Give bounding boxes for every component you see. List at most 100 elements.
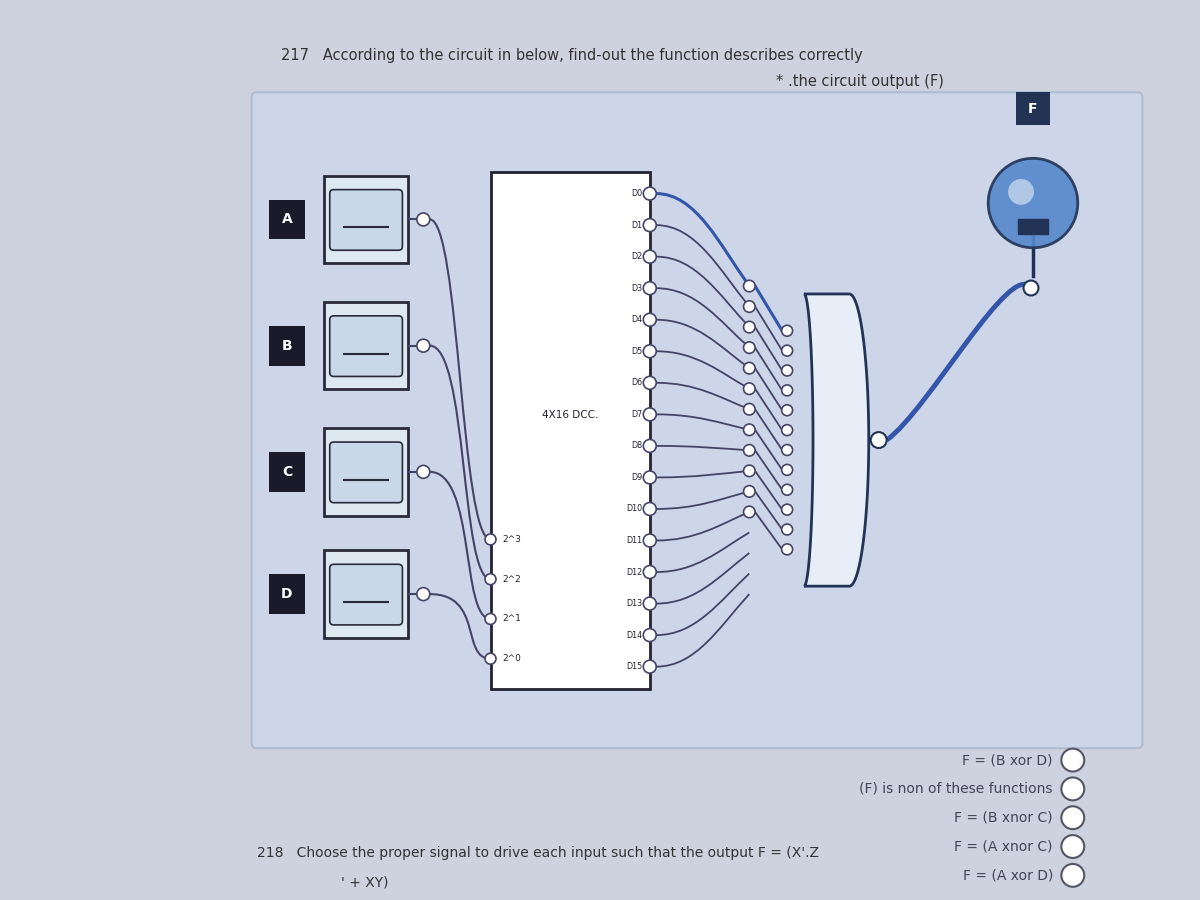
Circle shape [643,565,656,579]
Text: D5: D5 [631,346,643,356]
Circle shape [744,280,755,292]
Text: 2^2: 2^2 [503,575,521,584]
Circle shape [485,614,496,625]
FancyBboxPatch shape [269,200,305,239]
Circle shape [781,346,793,356]
Circle shape [744,465,755,477]
Text: ' + XY): ' + XY) [341,876,389,889]
FancyBboxPatch shape [330,316,402,376]
Text: D2: D2 [631,252,643,261]
FancyBboxPatch shape [324,551,408,638]
Text: 2^0: 2^0 [503,654,521,663]
Text: D8: D8 [631,441,643,450]
Text: D: D [281,587,293,601]
Text: F = (A xnor C): F = (A xnor C) [954,840,1052,853]
Text: D12: D12 [626,568,643,577]
Text: D1: D1 [631,220,643,230]
Circle shape [871,432,887,448]
Circle shape [1008,179,1034,205]
Circle shape [744,445,755,456]
Text: F = (A xor D): F = (A xor D) [962,868,1052,882]
Text: C: C [282,465,292,479]
Circle shape [1061,806,1085,829]
Text: D10: D10 [626,505,643,514]
FancyBboxPatch shape [269,574,305,614]
Circle shape [643,471,656,484]
FancyBboxPatch shape [330,190,402,250]
PathPatch shape [804,294,869,586]
Circle shape [643,629,656,642]
Text: D13: D13 [626,599,643,608]
Circle shape [1061,778,1085,800]
Text: 218   Choose the proper signal to drive each input such that the output F = (X'.: 218 Choose the proper signal to drive ea… [257,845,818,859]
Text: 217   According to the circuit in below, find-out the function describes correct: 217 According to the circuit in below, f… [282,48,863,62]
Circle shape [744,403,755,415]
Text: F = (B xor D): F = (B xor D) [962,753,1052,767]
Circle shape [643,408,656,421]
FancyBboxPatch shape [269,326,305,365]
FancyBboxPatch shape [324,428,408,516]
Circle shape [744,424,755,436]
Text: D15: D15 [626,662,643,671]
Circle shape [416,213,430,226]
FancyBboxPatch shape [252,92,1142,748]
Text: B: B [282,338,293,353]
Text: D14: D14 [626,631,643,640]
Circle shape [643,282,656,294]
Circle shape [643,250,656,263]
Circle shape [781,425,793,436]
Circle shape [643,187,656,200]
Circle shape [781,445,793,455]
Circle shape [1061,835,1085,858]
Circle shape [781,365,793,376]
Circle shape [988,158,1078,248]
Text: 2^3: 2^3 [503,535,521,544]
Text: D3: D3 [631,284,643,292]
Circle shape [744,382,755,394]
Circle shape [744,321,755,333]
Circle shape [643,376,656,390]
FancyBboxPatch shape [491,172,649,688]
Circle shape [485,653,496,664]
Text: D0: D0 [631,189,643,198]
Circle shape [781,385,793,396]
Circle shape [643,219,656,231]
Circle shape [781,464,793,475]
FancyBboxPatch shape [324,176,408,263]
FancyBboxPatch shape [330,564,402,625]
Circle shape [643,345,656,357]
Circle shape [1061,864,1085,886]
Circle shape [744,301,755,312]
FancyBboxPatch shape [269,452,305,491]
Circle shape [781,405,793,416]
Circle shape [781,524,793,535]
Circle shape [643,313,656,326]
Circle shape [744,506,755,518]
FancyBboxPatch shape [1018,220,1048,234]
Circle shape [416,588,430,600]
Text: D11: D11 [626,536,643,545]
Text: A: A [282,212,293,227]
FancyBboxPatch shape [330,442,402,503]
Circle shape [781,544,793,554]
Circle shape [643,502,656,516]
Circle shape [781,504,793,515]
Circle shape [643,439,656,453]
Circle shape [781,325,793,337]
Circle shape [643,661,656,673]
Text: * .the circuit output (F): * .the circuit output (F) [775,75,943,89]
Text: D7: D7 [631,410,643,418]
Circle shape [744,342,755,354]
Circle shape [643,597,656,610]
Circle shape [485,573,496,585]
Text: 4X16 DCC.: 4X16 DCC. [542,410,599,420]
Circle shape [416,465,430,478]
Text: F = (B xnor C): F = (B xnor C) [954,811,1052,824]
FancyBboxPatch shape [324,302,408,390]
Circle shape [744,486,755,497]
Circle shape [1061,749,1085,771]
Circle shape [781,484,793,495]
Text: 2^1: 2^1 [503,615,521,624]
Circle shape [1024,281,1038,295]
Circle shape [744,363,755,374]
